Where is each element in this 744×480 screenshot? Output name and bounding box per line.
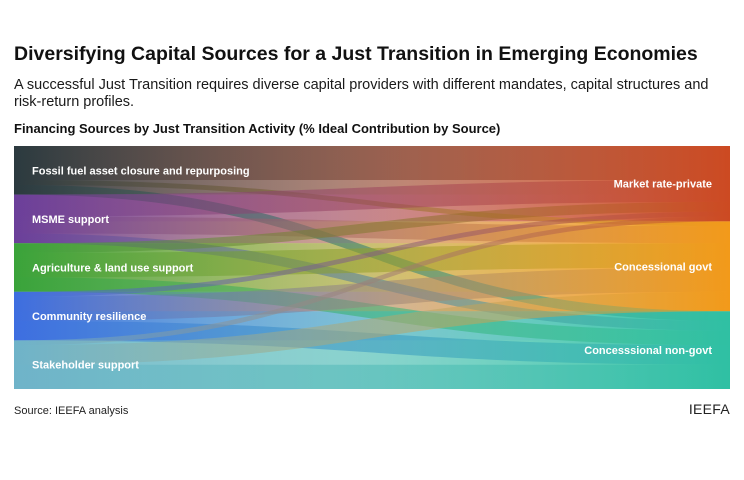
source-label-fossil-fuel-asset-closure-and-repurposing: Fossil fuel asset closure and repurposin… [32,165,250,177]
chart-title: Financing Sources by Just Transition Act… [14,121,501,136]
link-agriculture-land-use-support-to-concessional-govt [14,243,730,278]
source-label-stakeholder-support: Stakeholder support [32,360,139,372]
source-label-agriculture-land-use-support: Agriculture & land use support [32,263,194,275]
target-label-concessional-govt: Concessional govt [614,261,712,273]
link-stakeholder-support-to-concessional-govt [14,291,730,365]
source-label-msme-support: MSME support [32,214,109,226]
brand-logo: IEEFA [688,401,730,417]
link-stakeholder-support-to-concesssional-non-govt [14,364,730,389]
link-stakeholder-support-to-market-rate-private [14,216,730,346]
link-community-resilience-to-market-rate-private [14,211,730,297]
source-label-community-resilience: Community resilience [32,311,146,323]
source-note: Source: IEEFA analysis [14,405,129,417]
target-label-concesssional-non-govt: Concesssional non-govt [584,345,712,357]
link-fossil-fuel-asset-closure-and-repurposing-to-market-rate-private [14,146,730,181]
page-subtitle: A successful Just Transition requires di… [14,77,709,110]
link-agriculture-land-use-support-to-market-rate-private [14,201,730,253]
page-title: Diversifying Capital Sources for a Just … [14,43,698,65]
link-community-resilience-to-concessional-govt [14,267,730,321]
target-label-market-rate-private: Market rate-private [614,179,712,191]
link-msme-support-to-market-rate-private [14,180,730,217]
sankey-chart: Fossil fuel asset closure and repurposin… [14,146,730,389]
